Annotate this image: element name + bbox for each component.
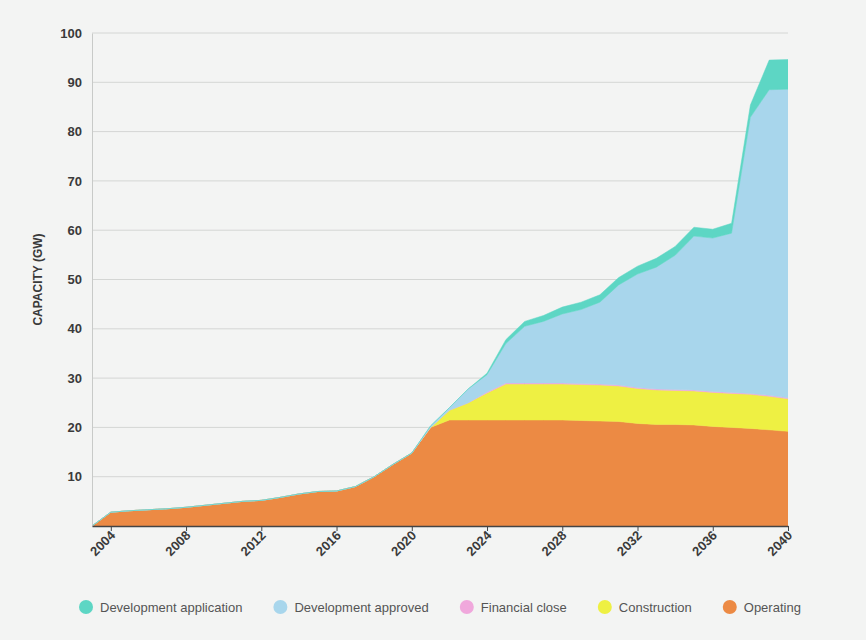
tick-label: 2012 [238,528,269,559]
area [92,420,788,526]
tick-label: 2028 [539,528,570,559]
tick-label: 2008 [162,528,193,559]
tick: 2016 [313,526,344,559]
y-axis: 10 20 30 40 50 60 70 80 90 100 [60,26,92,527]
tick-mark [261,526,262,531]
tick: 10 [68,469,92,484]
tick: 2020 [388,526,419,559]
tick: 80 [68,124,92,139]
grid-line [92,82,788,83]
grid-line [92,230,788,231]
legend-swatch [460,600,474,614]
tick-mark [337,526,338,531]
tick-mark [638,526,639,531]
tick: 2040 [764,526,795,559]
axis-line [92,34,93,527]
legend-label: Construction [619,600,692,615]
tick: 2012 [238,526,269,559]
tick-label: 80 [68,124,82,139]
tick-label: 40 [68,321,82,336]
grid-line [92,180,788,181]
tick-mark [412,526,413,531]
legend-label: Operating [744,600,801,615]
tick: 40 [68,321,92,336]
legend-item: Operating [723,600,801,615]
area [92,383,788,526]
tick: 60 [68,223,92,238]
tick-label: 2036 [689,528,720,559]
axis-line [93,526,789,528]
legend-swatch [723,600,737,614]
legend-swatch [273,600,287,614]
legend-label: Development approved [294,600,428,615]
axis-title: CAPACITY (GW) [31,233,45,325]
tick-label: 2016 [313,528,344,559]
legend-swatch [598,600,612,614]
tick-mark [186,526,187,531]
tick: 2028 [539,526,570,559]
legend-item: Development application [79,600,242,615]
tick-mark [487,526,488,531]
tick: 100 [60,26,92,41]
tick-label: 90 [68,75,82,90]
legend-item: Development approved [273,600,428,615]
tick: 90 [68,75,92,90]
tick: 2008 [162,526,193,559]
tick-label: 2024 [463,527,495,559]
tick: 2036 [689,526,720,559]
tick-label: 60 [68,223,82,238]
tick: 20 [68,420,92,435]
legend-item: Construction [598,600,692,615]
tick: 2004 [87,526,119,559]
tick-label: 2020 [388,528,419,559]
legend: Development application Development appro… [79,600,801,615]
area [92,60,788,526]
area [92,89,788,526]
tick-label: 2032 [614,528,645,559]
grid-line [92,131,788,132]
tick-mark [788,526,789,531]
legend-swatch [79,600,93,614]
tick-label: 50 [68,272,82,287]
legend-item: Financial close [460,600,567,615]
chart: 10 20 30 40 50 60 70 80 90 100 2004 2008 2012 2016 202… [0,0,866,640]
tick: 70 [68,174,92,189]
legend-label: Financial close [481,600,567,615]
grid-line [92,33,788,34]
tick-label: 100 [60,26,82,41]
tick-label: 10 [68,469,82,484]
tick: 2032 [614,526,645,559]
tick: 30 [68,371,92,386]
tick-label: 2004 [87,527,119,559]
area [92,384,788,526]
plot-area [92,60,788,526]
tick-label: 70 [68,174,82,189]
tick-label: 20 [68,420,82,435]
x-axis: 2004 2008 2012 2016 2020 2024 2028 2032 2036 2040 [87,526,795,559]
tick-label: 30 [68,371,82,386]
tick-label: 2040 [764,528,795,559]
tick: 50 [68,272,92,287]
tick-mark [562,526,563,531]
tick-mark [713,526,714,531]
tick-mark [111,526,112,531]
legend-label: Development application [100,600,242,615]
tick: 2024 [463,526,495,559]
